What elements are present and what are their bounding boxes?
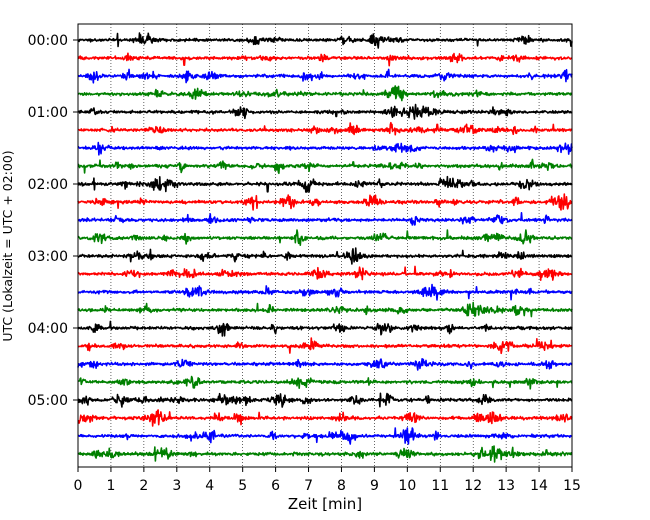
seismogram-trace (77, 52, 573, 67)
x-tick-label: 11 (431, 478, 449, 494)
seismogram-trace (77, 375, 573, 390)
y-tick-label: 04:00 (28, 321, 68, 337)
seismogram-trace (77, 320, 573, 337)
vertical-grid (110, 24, 540, 467)
x-tick-label: 3 (172, 478, 181, 494)
x-axis-label: Zeit [min] (288, 495, 362, 513)
x-tick-label: 8 (337, 478, 346, 494)
seismogram-trace (77, 175, 573, 193)
y-tick-label: 02:00 (28, 177, 68, 193)
seismogram-trace (77, 158, 573, 175)
y-axis-ticks: 00:00 01:00 02:00 03:00 04:00 05:00 (28, 33, 78, 409)
seismogram-trace (77, 409, 573, 427)
seismogram-trace (77, 68, 573, 84)
x-tick-label: 7 (304, 478, 313, 494)
seismogram-trace (77, 357, 573, 371)
seismogram-trace (77, 32, 573, 49)
seismogram-trace (77, 301, 573, 318)
x-axis-ticks: 0 1 2 3 4 5 6 7 8 9 10 11 12 13 14 15 (74, 467, 581, 494)
seismogram-trace (77, 85, 573, 102)
x-tick-label: 14 (530, 478, 548, 494)
seismogram-trace (77, 427, 573, 445)
seismogram-trace (77, 337, 573, 355)
x-tick-label: 5 (238, 478, 247, 494)
y-tick-label: 05:00 (28, 393, 68, 409)
y-tick-label: 00:00 (28, 33, 68, 49)
y-axis-label: UTC (Lokalzeit = UTC + 02:00) (0, 150, 15, 341)
seismogram-trace (77, 392, 573, 408)
seismogram-trace (77, 229, 573, 247)
trace-group (77, 32, 573, 463)
x-tick-label: 0 (74, 478, 83, 494)
x-tick-label: 4 (205, 478, 214, 494)
y-tick-label: 03:00 (28, 249, 68, 265)
y-tick-label: 01:00 (28, 105, 68, 121)
seismogram-trace (77, 445, 573, 463)
seismogram-trace (77, 265, 573, 281)
x-tick-label: 6 (271, 478, 280, 494)
x-tick-label: 13 (497, 478, 515, 494)
seismogram-trace (77, 141, 573, 156)
x-tick-label: 15 (563, 478, 581, 494)
x-tick-label: 2 (139, 478, 148, 494)
seismogram-trace (77, 247, 573, 265)
seismogram-trace (77, 103, 573, 120)
x-tick-label: 9 (370, 478, 379, 494)
x-tick-label: 1 (106, 478, 115, 494)
seismogram-trace (77, 121, 573, 136)
seismogram-trace (77, 193, 573, 211)
seismogram-trace (77, 283, 573, 301)
plot-frame (77, 23, 573, 468)
x-tick-label: 10 (398, 478, 416, 494)
x-tick-label: 12 (464, 478, 482, 494)
seismogram-trace (77, 211, 573, 226)
